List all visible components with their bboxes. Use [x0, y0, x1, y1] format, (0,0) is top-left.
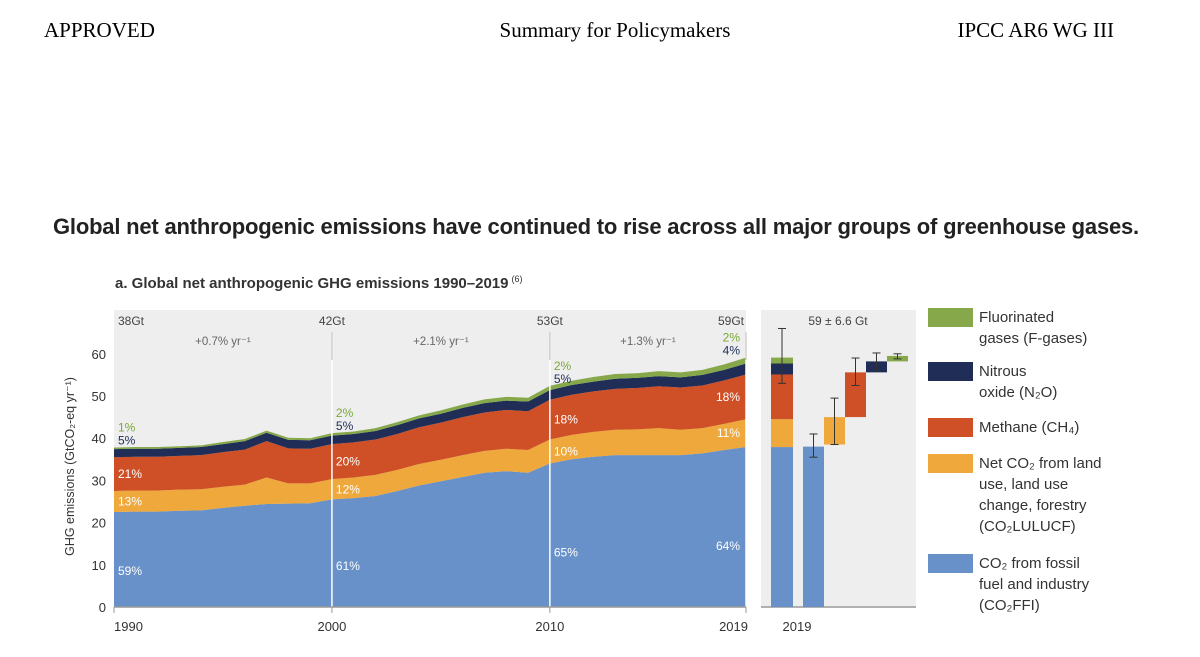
- share-lulucf-2010: 10%: [554, 444, 578, 458]
- period-total-1990: 38Gt: [118, 314, 145, 328]
- legend-label-4-1: fuel and industry: [979, 576, 1090, 593]
- y-tick-label-40: 40: [92, 431, 106, 446]
- header-approved: APPROVED: [44, 18, 155, 42]
- area-series-4: [114, 357, 746, 450]
- legend-swatch-1: [928, 362, 973, 381]
- area-series-1: [114, 419, 746, 513]
- chart-title-text: a. Global net anthropogenic GHG emission…: [115, 275, 509, 292]
- total-bar-segment-0: [771, 447, 793, 607]
- x-tick-label-1990: 1990: [114, 619, 143, 634]
- share-fgas-2019: 2%: [723, 331, 741, 345]
- figure-headline: Global net anthropogenic emissions have …: [53, 214, 1139, 239]
- total-bar-segment-1: [771, 419, 793, 448]
- share-fgas-1990: 1%: [118, 420, 136, 434]
- growth-rate-2010-2019: +1.3% yr⁻¹: [620, 336, 676, 348]
- share-n2o-1990: 5%: [118, 433, 136, 447]
- x-tick-label-2010: 2010: [535, 619, 564, 634]
- share-n2o-2000: 5%: [336, 419, 354, 433]
- y-tick-label-0: 0: [99, 600, 106, 615]
- share-fgas-2010: 2%: [554, 359, 572, 373]
- y-axis-label: GHG emissions (GtCO₂-eq yr⁻¹): [63, 377, 77, 556]
- share-ffi-2000: 61%: [336, 559, 360, 573]
- legend-label-0-0: Fluorinated: [979, 309, 1054, 326]
- share-n2o-2010: 5%: [554, 372, 572, 386]
- legend-label-3-1: use, land use: [979, 476, 1068, 493]
- share-lulucf-2019: 11%: [717, 426, 740, 440]
- legend-swatch-4: [928, 554, 973, 573]
- chart-title-footnote: (6): [511, 274, 523, 284]
- period-total-2019: 59Gt: [718, 314, 745, 328]
- share-ch4-2010: 18%: [554, 413, 578, 427]
- legend-label-4-2: (CO₂FFI): [979, 597, 1040, 614]
- growth-rate-1990-2000: +0.7% yr⁻¹: [195, 336, 251, 348]
- component-bar-2: [845, 372, 866, 418]
- share-fgas-2000: 2%: [336, 406, 354, 420]
- header-section-title: Summary for Policymakers: [499, 18, 731, 42]
- period-total-2010: 53Gt: [537, 314, 564, 328]
- period-total-2000: 42Gt: [319, 314, 346, 328]
- share-n2o-2019: 4%: [723, 344, 741, 358]
- legend-swatch-2: [928, 418, 973, 437]
- legend-label-3-2: change, forestry: [979, 497, 1087, 514]
- share-ffi-2010: 65%: [554, 545, 578, 559]
- share-lulucf-2000: 12%: [336, 482, 360, 496]
- legend-label-4-0: CO₂ from fossil: [979, 555, 1080, 572]
- legend-label-2-0: Methane (CH₄): [979, 419, 1079, 436]
- chart-title: a. Global net anthropogenic GHG emission…: [115, 274, 522, 292]
- area-series-0: [114, 447, 746, 607]
- y-tick-label-60: 60: [92, 347, 106, 362]
- legend-swatch-3: [928, 454, 973, 473]
- x-tick-label-2000: 2000: [317, 619, 346, 634]
- uncertainty-label: 59 ± 6.6 Gt: [808, 314, 868, 328]
- y-tick-label-30: 30: [92, 473, 106, 488]
- area-series-3: [114, 363, 746, 458]
- legend-label-0-1: gases (F-gases): [979, 330, 1087, 347]
- legend-swatch-0: [928, 308, 973, 327]
- share-ch4-1990: 21%: [118, 467, 142, 481]
- uncertainty-xlabel: 2019: [783, 619, 812, 634]
- total-bar-segment-2: [771, 374, 793, 420]
- component-bar-0: [803, 446, 824, 607]
- legend-label-1-1: oxide (N₂O): [979, 384, 1057, 401]
- y-tick-label-10: 10: [92, 558, 106, 573]
- share-ffi-1990: 59%: [118, 564, 142, 578]
- legend-label-3-0: Net CO₂ from land: [979, 455, 1102, 472]
- share-ffi-2019: 64%: [716, 539, 740, 553]
- y-tick-label-20: 20: [92, 516, 106, 531]
- y-tick-label-50: 50: [92, 389, 106, 404]
- area-series-2: [114, 374, 746, 491]
- share-ch4-2019: 18%: [716, 390, 740, 404]
- share-ch4-2000: 20%: [336, 455, 360, 469]
- x-tick-label-2019: 2019: [719, 619, 748, 634]
- share-lulucf-1990: 13%: [118, 495, 142, 509]
- growth-rate-2000-2010: +2.1% yr⁻¹: [413, 336, 469, 348]
- legend-label-3-3: (CO₂LULUCF): [979, 518, 1076, 535]
- header-report-name: IPCC AR6 WG III: [957, 18, 1114, 42]
- legend-label-1-0: Nitrous: [979, 363, 1027, 380]
